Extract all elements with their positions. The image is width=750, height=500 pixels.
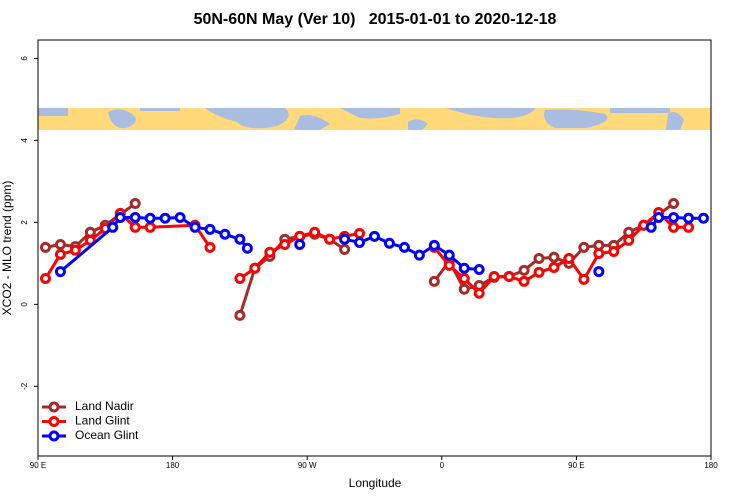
data-point [503, 270, 515, 282]
data-point [548, 261, 560, 273]
data-point [114, 211, 126, 223]
data-point [339, 243, 351, 255]
data-point [234, 309, 246, 321]
y-axis-label: XCO2 - MLO trend (ppm) [0, 181, 14, 316]
data-point [645, 221, 657, 233]
data-point [593, 248, 605, 260]
data-point [458, 273, 470, 285]
y-tick-label: -2 [20, 382, 29, 390]
y-tick-label: 2 [20, 220, 29, 225]
data-point [241, 242, 253, 254]
data-point [324, 233, 336, 245]
data-point [518, 264, 530, 276]
data-point [54, 239, 66, 251]
legend-label: Land Glint [75, 414, 130, 428]
data-point [698, 212, 710, 224]
data-point [369, 230, 380, 242]
data-point [443, 259, 455, 271]
data-point [39, 241, 51, 253]
data-point [683, 212, 695, 224]
y-tick-label: 4 [20, 138, 29, 143]
data-point [354, 236, 366, 248]
data-point [294, 239, 306, 251]
data-point [279, 239, 291, 251]
data-point [443, 249, 455, 261]
data-point [578, 241, 590, 253]
data-point [264, 246, 276, 258]
data-point [668, 211, 680, 223]
x-tick-label: 180 [166, 461, 180, 470]
data-point [578, 273, 590, 285]
data-point [413, 249, 425, 261]
data-point [354, 227, 366, 239]
data-point [204, 223, 216, 235]
x-tick-label: 90 E [568, 461, 584, 470]
data-point [204, 241, 216, 253]
data-point [234, 233, 246, 245]
legend-marker [48, 430, 60, 442]
y-tick-label: 0 [20, 302, 29, 307]
data-point [339, 233, 351, 245]
map-strip [38, 108, 711, 130]
data-point [159, 212, 171, 224]
data-point [593, 266, 605, 278]
x-axis-label: Longitude [349, 476, 402, 490]
data-point [428, 239, 440, 251]
x-tick-label: 90 E [30, 461, 46, 470]
data-point [69, 244, 81, 256]
data-point [249, 262, 261, 274]
x-tick-label: 90 W [298, 461, 317, 470]
data-point [174, 211, 186, 223]
data-point [234, 273, 246, 285]
data-point [533, 252, 545, 264]
x-tick-label: 0 [440, 461, 445, 470]
data-point [129, 211, 141, 223]
data-point [473, 287, 485, 299]
data-point [473, 264, 485, 276]
data-point [54, 248, 66, 260]
data-point [608, 245, 620, 257]
data-point [309, 226, 321, 238]
legend-marker [48, 401, 60, 413]
data-point [398, 241, 410, 253]
data-point [219, 228, 231, 240]
data-point [518, 275, 530, 287]
data-point [383, 237, 395, 249]
plot-frame [37, 39, 712, 457]
data-point [668, 221, 680, 233]
data-point [144, 221, 156, 233]
legend-marker [48, 416, 60, 427]
data-point [668, 198, 680, 210]
data-point [107, 221, 119, 233]
legend-label: Land Nadir [75, 399, 134, 413]
data-point [488, 270, 500, 282]
data-point [623, 234, 635, 246]
y-tick-label: 6 [20, 56, 29, 61]
data-point [144, 212, 156, 224]
data-point [683, 221, 695, 233]
x-tick-label: 180 [704, 461, 718, 470]
data-point [533, 266, 545, 278]
data-point [54, 266, 66, 278]
data-point [189, 221, 201, 233]
data-point [39, 273, 51, 285]
data-point [563, 252, 575, 264]
chart-title: 50N-60N May (Ver 10) 2015-01-01 to 2020-… [194, 11, 557, 28]
data-point [129, 221, 141, 233]
data-point [458, 262, 470, 274]
data-point [428, 275, 440, 287]
series-line [44, 211, 689, 295]
data-point [129, 198, 141, 210]
data-point [548, 251, 560, 263]
data-point [653, 211, 665, 223]
legend-label: Ocean Glint [75, 428, 139, 442]
data-point [458, 283, 470, 295]
